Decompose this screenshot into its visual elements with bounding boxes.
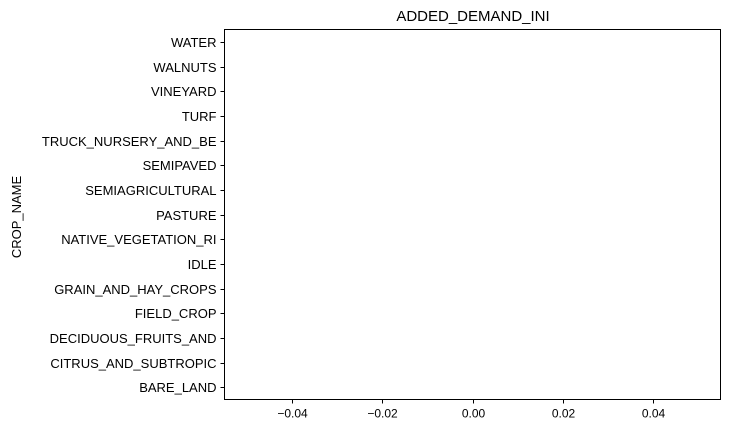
y-tick-label: BARE_LAND [139, 380, 216, 395]
y-tick-label: SEMIPAVED [143, 158, 217, 173]
y-tick-label: DECIDUOUS_FRUITS_AND [50, 331, 217, 346]
ticks-layer: WATER WALNUTS VINEYARD TURF TRUCK_NURSERY_AN… [42, 35, 666, 421]
y-tick-label: IDLE [188, 257, 217, 272]
y-tick-label: WALNUTS [153, 60, 216, 75]
y-tick-label: VINEYARD [151, 84, 217, 99]
y-tick-label: NATIVE_VEGETATION_RI [61, 232, 216, 247]
x-tick-label: 0.00 [462, 407, 486, 421]
y-tick-label: TURF [182, 109, 217, 124]
y-tick-label: CITRUS_AND_SUBTROPIC [50, 356, 216, 371]
y-tick-label: WATER [171, 35, 217, 50]
y-axis-label: CROP_NAME [9, 176, 24, 259]
x-tick-label: −0.04 [277, 407, 308, 421]
y-tick-label: PASTURE [156, 208, 217, 223]
y-tick-label: GRAIN_AND_HAY_CROPS [54, 282, 217, 297]
y-tick-label: FIELD_CROP [135, 306, 217, 321]
x-tick-label: 0.04 [642, 407, 666, 421]
chart-title: ADDED_DEMAND_INI [396, 8, 549, 25]
x-tick-label: −0.02 [367, 407, 398, 421]
plot-area-frame [224, 29, 721, 400]
x-tick-label: 0.02 [552, 407, 576, 421]
y-tick-label: SEMIAGRICULTURAL [85, 183, 216, 198]
y-tick-label: TRUCK_NURSERY_AND_BE [42, 134, 217, 149]
